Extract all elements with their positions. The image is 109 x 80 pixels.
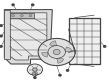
Polygon shape xyxy=(4,10,52,64)
Circle shape xyxy=(32,4,34,6)
Circle shape xyxy=(12,4,14,6)
Bar xyxy=(69,18,100,64)
Circle shape xyxy=(12,15,14,17)
Bar xyxy=(10,13,34,18)
Wedge shape xyxy=(41,52,48,57)
Circle shape xyxy=(48,46,65,58)
Circle shape xyxy=(104,46,106,47)
Circle shape xyxy=(0,46,2,47)
Polygon shape xyxy=(10,13,47,60)
Circle shape xyxy=(59,74,61,76)
Circle shape xyxy=(33,68,37,71)
Circle shape xyxy=(27,64,43,75)
Circle shape xyxy=(53,49,60,55)
Circle shape xyxy=(29,15,32,17)
Circle shape xyxy=(0,25,2,26)
Circle shape xyxy=(66,70,69,71)
Circle shape xyxy=(32,73,37,76)
Circle shape xyxy=(38,38,75,66)
Circle shape xyxy=(20,15,23,17)
Wedge shape xyxy=(57,58,64,63)
Wedge shape xyxy=(50,41,57,46)
Circle shape xyxy=(34,77,36,78)
Bar xyxy=(4,10,10,59)
Circle shape xyxy=(0,35,2,37)
Wedge shape xyxy=(65,47,72,52)
